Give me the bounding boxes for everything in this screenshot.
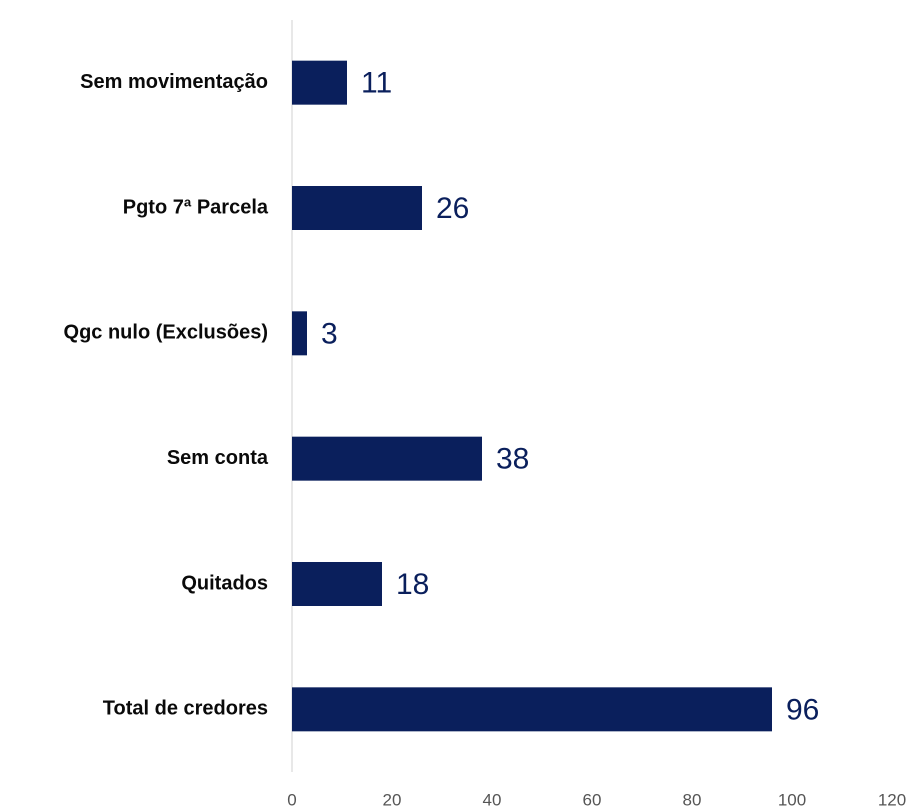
value-label: 26	[436, 192, 469, 225]
value-label: 18	[396, 568, 429, 601]
x-tick-label: 40	[483, 790, 502, 809]
x-tick-label: 60	[583, 790, 602, 809]
bar	[292, 687, 772, 732]
x-tick-label: 20	[383, 790, 402, 809]
value-label: 96	[786, 693, 819, 726]
bar	[292, 60, 347, 105]
x-tick-label: 100	[778, 790, 806, 809]
bar	[292, 311, 307, 356]
bar	[292, 436, 482, 481]
value-label: 3	[321, 317, 338, 350]
bar	[292, 562, 382, 606]
y-tick-label: Sem movimentação	[80, 71, 268, 93]
x-tick-label: 0	[287, 790, 296, 809]
y-tick-label: Pgto 7ª Parcela	[123, 196, 269, 218]
y-tick-label: Total de credores	[103, 698, 268, 720]
x-tick-label: 120	[878, 790, 906, 809]
y-tick-label: Quitados	[181, 572, 268, 594]
value-label: 11	[361, 67, 392, 100]
bar	[292, 186, 422, 230]
y-tick-label: Sem conta	[167, 447, 269, 469]
value-label: 38	[496, 443, 529, 476]
x-tick-label: 80	[683, 790, 702, 809]
y-tick-label: Qgc nulo (Exclusões)	[64, 322, 268, 344]
